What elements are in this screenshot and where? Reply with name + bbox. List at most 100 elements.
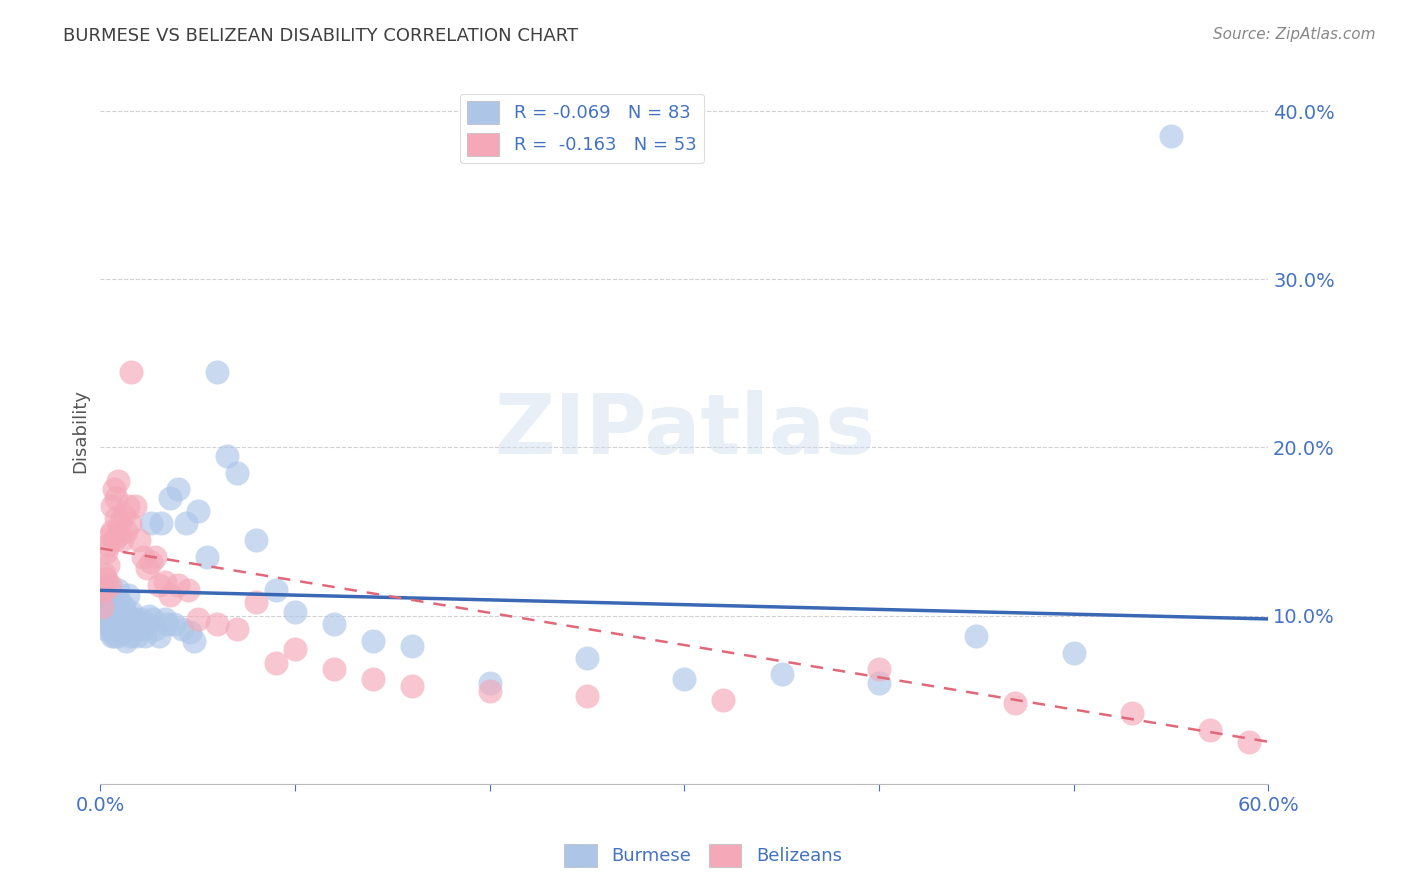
Point xyxy=(104,491,127,505)
Point xyxy=(139,555,162,569)
Point xyxy=(124,612,146,626)
Point xyxy=(93,600,115,615)
Point xyxy=(118,629,141,643)
Point xyxy=(101,622,124,636)
Point xyxy=(98,528,121,542)
Point xyxy=(104,612,127,626)
Point xyxy=(103,629,125,643)
Point xyxy=(103,617,125,632)
Point xyxy=(108,608,131,623)
Point xyxy=(197,549,219,564)
Point xyxy=(1198,723,1220,737)
Point xyxy=(97,538,120,552)
Point xyxy=(114,524,136,539)
Point xyxy=(93,566,115,581)
Point xyxy=(104,600,127,615)
Point xyxy=(187,504,209,518)
Point xyxy=(148,578,170,592)
Point xyxy=(128,533,150,547)
Point xyxy=(153,612,176,626)
Point xyxy=(101,629,124,643)
Point xyxy=(91,612,114,626)
Point xyxy=(112,508,135,522)
Point xyxy=(96,572,118,586)
Point xyxy=(155,617,177,632)
Point xyxy=(153,574,176,589)
Point xyxy=(97,578,120,592)
Point xyxy=(159,588,181,602)
Point xyxy=(401,679,423,693)
Point xyxy=(93,617,115,632)
Point xyxy=(98,608,121,623)
Point xyxy=(143,549,166,564)
Point xyxy=(142,612,165,626)
Point xyxy=(112,600,135,615)
Point xyxy=(117,608,139,623)
Y-axis label: Disability: Disability xyxy=(72,389,89,473)
Point xyxy=(103,533,125,547)
Point xyxy=(111,612,134,626)
Point xyxy=(101,500,124,514)
Point xyxy=(124,622,146,636)
Point xyxy=(96,612,118,626)
Legend: R = -0.069   N = 83, R =  -0.163   N = 53: R = -0.069 N = 83, R = -0.163 N = 53 xyxy=(460,94,704,163)
Point xyxy=(97,603,120,617)
Point xyxy=(215,449,238,463)
Point xyxy=(96,595,118,609)
Point xyxy=(167,578,190,592)
Point xyxy=(575,650,598,665)
Point xyxy=(111,533,134,547)
Point xyxy=(136,617,159,632)
Point xyxy=(205,365,228,379)
Point xyxy=(159,491,181,505)
Point xyxy=(322,617,344,632)
Point xyxy=(673,673,696,687)
Point xyxy=(1121,706,1143,720)
Point xyxy=(98,617,121,632)
Point xyxy=(114,633,136,648)
Point xyxy=(478,684,501,698)
Point xyxy=(96,544,118,558)
Point xyxy=(93,583,115,598)
Point xyxy=(129,612,152,626)
Point xyxy=(91,583,114,598)
Point xyxy=(284,642,307,657)
Point xyxy=(118,617,141,632)
Point xyxy=(245,595,267,609)
Point xyxy=(104,622,127,636)
Point xyxy=(143,622,166,636)
Point xyxy=(1160,129,1182,144)
Point xyxy=(134,629,156,643)
Point xyxy=(121,365,143,379)
Point xyxy=(136,561,159,575)
Point xyxy=(122,617,145,632)
Point xyxy=(118,516,141,530)
Point xyxy=(97,615,120,630)
Point xyxy=(174,516,197,530)
Point xyxy=(183,633,205,648)
Point xyxy=(264,656,287,670)
Point xyxy=(770,667,793,681)
Point xyxy=(97,558,120,573)
Point xyxy=(98,591,121,606)
Point xyxy=(1237,735,1260,749)
Point xyxy=(284,605,307,619)
Point xyxy=(98,578,121,592)
Point xyxy=(107,629,129,643)
Point xyxy=(1063,646,1085,660)
Point xyxy=(361,673,384,687)
Point xyxy=(96,622,118,636)
Text: ZIPatlas: ZIPatlas xyxy=(494,390,875,471)
Point xyxy=(179,625,201,640)
Point xyxy=(101,588,124,602)
Point xyxy=(93,583,115,598)
Text: BURMESE VS BELIZEAN DISABILITY CORRELATION CHART: BURMESE VS BELIZEAN DISABILITY CORRELATI… xyxy=(63,27,578,45)
Point xyxy=(148,629,170,643)
Point xyxy=(264,583,287,598)
Point xyxy=(117,500,139,514)
Point xyxy=(225,466,247,480)
Point xyxy=(101,524,124,539)
Point xyxy=(868,676,890,690)
Point xyxy=(114,612,136,626)
Point xyxy=(104,511,127,525)
